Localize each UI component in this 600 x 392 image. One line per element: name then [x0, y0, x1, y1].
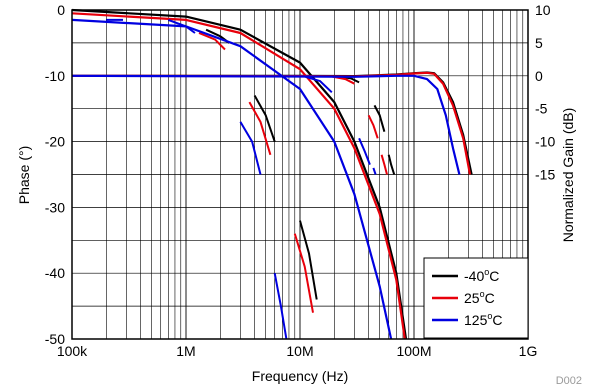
left-tick-labels: 0 -10 -20 -30 -40 -50	[45, 2, 65, 347]
x-tick-label: 1G	[519, 343, 538, 359]
right-tick-label: 0	[535, 68, 543, 84]
x-tick-label: 100k	[57, 343, 88, 359]
left-tick-label: -20	[45, 134, 65, 150]
gain-curve	[71, 74, 461, 175]
right-tick-label: 10	[535, 2, 551, 18]
left-tick-label: -30	[45, 199, 65, 215]
x-tick-label: 100M	[396, 343, 431, 359]
left-axis-label: Phase (°)	[16, 146, 32, 205]
series-lines	[71, 8, 473, 340]
left-tick-label: -50	[45, 331, 65, 347]
right-tick-label: -15	[535, 167, 555, 183]
gain-rolloff-segment	[373, 104, 386, 132]
gain-rolloff-segment	[367, 114, 379, 139]
left-tick-label: 0	[57, 2, 65, 18]
phase-rolloff-segment	[253, 95, 276, 142]
left-tick-label: -40	[45, 265, 65, 281]
phase-rolloff-segment	[248, 101, 272, 156]
gain-rolloff-segment	[372, 167, 377, 175]
legend: -40oC 25oC 125oC	[423, 257, 529, 339]
series-1	[71, 12, 472, 340]
legend-label: -40oC	[464, 267, 499, 284]
gain-curve	[71, 71, 472, 175]
phase-curve	[71, 8, 408, 340]
right-axis-label: Normalized Gain (dB)	[560, 108, 576, 243]
right-tick-label: -5	[535, 101, 548, 117]
x-tick-label: 1M	[176, 343, 195, 359]
phase-curve	[71, 18, 393, 340]
phase-rolloff-segment	[167, 18, 196, 34]
left-tick-label: -10	[45, 68, 65, 84]
legend-label: 125oC	[464, 311, 503, 328]
series-2	[71, 18, 461, 340]
phase-curve	[71, 12, 406, 340]
phase-rolloff-segment	[198, 32, 226, 51]
phase-rolloff-segment	[299, 220, 318, 300]
x-axis-label: Frequency (Hz)	[252, 368, 348, 384]
gain-curve	[72, 71, 473, 175]
plot-frame	[71, 9, 529, 340]
legend-label: 25oC	[464, 289, 495, 306]
x-tick-labels: 100k 1M 10M 100M 1G	[57, 343, 538, 359]
x-tick-label: 10M	[286, 343, 313, 359]
right-tick-label: 5	[535, 35, 543, 51]
gain-rolloff-segment	[304, 75, 333, 94]
phase-rolloff-segment	[239, 121, 262, 175]
right-tick-label: -10	[535, 134, 555, 150]
phase-rolloff-segment	[293, 233, 314, 313]
gain-rolloff-segment	[380, 154, 388, 175]
right-tick-labels: 10 5 0 -5 -10 -15	[535, 2, 555, 183]
gain-rolloff-segment	[387, 154, 396, 175]
gain-rolloff-segment	[358, 137, 371, 165]
figure-id: D002	[556, 375, 582, 387]
phase-rolloff-segment	[273, 273, 288, 340]
